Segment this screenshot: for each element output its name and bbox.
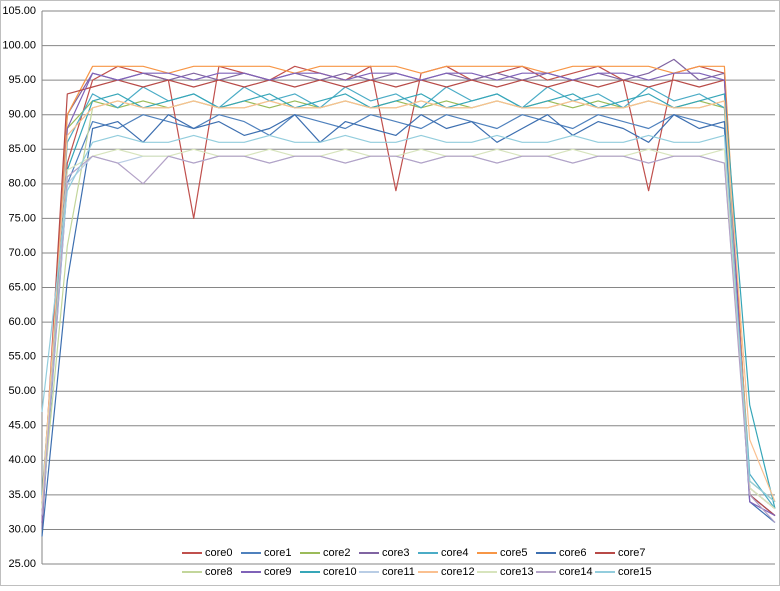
y-tick-label: 25.00 [8, 558, 36, 570]
y-tick-label: 75.00 [8, 212, 36, 224]
legend-label: core8 [205, 566, 233, 578]
legend-label: core5 [500, 547, 528, 559]
legend-label: core7 [618, 547, 646, 559]
series-line [41, 134, 776, 503]
series-line [41, 114, 776, 537]
legend-label: core4 [441, 547, 469, 559]
legend-label: core1 [264, 547, 292, 559]
legend-label: core13 [500, 566, 534, 578]
series-line [41, 79, 776, 517]
series-line [41, 86, 776, 510]
legend-label: core0 [205, 547, 233, 559]
y-tick-label: 105.00 [2, 5, 36, 17]
y-tick-label: 65.00 [8, 281, 36, 293]
legend-label: core9 [264, 566, 292, 578]
series-line [41, 155, 776, 523]
y-tick-label: 70.00 [8, 247, 36, 259]
legend-label: core11 [382, 566, 415, 578]
y-tick-label: 90.00 [8, 109, 36, 121]
y-tick-label: 45.00 [8, 420, 36, 432]
series-line [41, 100, 776, 503]
y-tick-label: 100.00 [2, 39, 36, 51]
legend-label: core6 [559, 547, 587, 559]
series-line [41, 93, 776, 509]
series-line [41, 72, 776, 523]
series-line [41, 65, 776, 523]
y-tick-label: 50.00 [8, 385, 36, 397]
y-tick-label: 30.00 [8, 523, 36, 535]
legend-label: core14 [559, 566, 593, 578]
legend-label: core10 [323, 566, 357, 578]
y-tick-label: 55.00 [8, 351, 36, 363]
y-tick-label: 40.00 [8, 454, 36, 466]
legend-label: core2 [323, 547, 351, 559]
y-tick-label: 60.00 [8, 316, 36, 328]
series-line [41, 148, 776, 510]
y-tick-label: 80.00 [8, 178, 36, 190]
y-tick-label: 95.00 [8, 74, 36, 86]
legend-label: core3 [382, 547, 410, 559]
y-tick-label: 85.00 [8, 143, 36, 155]
y-tick-label: 35.00 [8, 489, 36, 501]
legend-label: core12 [441, 566, 475, 578]
legend-label: core15 [618, 566, 652, 578]
